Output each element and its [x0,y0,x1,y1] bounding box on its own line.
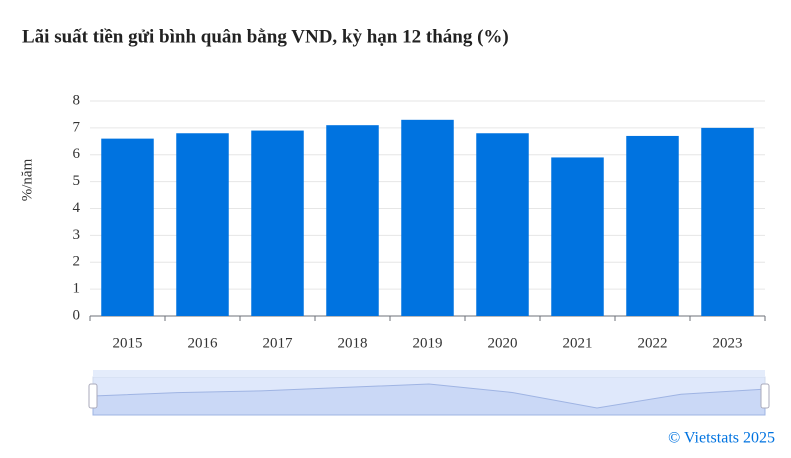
x-tick-label: 2019 [413,335,443,351]
x-tick-label: 2020 [488,335,518,351]
chart-title: Lãi suất tiền gửi bình quân bằng VND, kỳ… [22,26,509,47]
slider-top [93,370,765,377]
bar [176,133,229,316]
bar [476,133,529,316]
x-tick-label: 2017 [263,335,294,351]
y-tick-label: 1 [73,281,81,297]
source: © Vietstats 2025 [668,430,775,447]
y-axis-label: %/năm [19,158,35,201]
y-tick-label: 0 [73,307,81,323]
y-tick-label: 2 [73,254,81,270]
x-tick-label: 2021 [563,335,593,351]
bar [251,130,304,316]
x-tick-label: 2016 [188,335,219,351]
y-tick-label: 4 [73,200,81,216]
y-tick-label: 8 [73,92,81,108]
x-tick-label: 2015 [113,335,143,351]
slider-handle [88,383,98,409]
y-tick-label: 3 [73,227,81,243]
bar [326,125,379,316]
x-tick-label: 2023 [713,335,743,351]
bar [701,127,754,316]
y-tick-label: 7 [73,119,81,135]
y-tick-label: 5 [73,173,81,189]
bar [551,157,604,316]
bar [626,135,679,316]
slider-handle [760,383,770,409]
y-tick-label: 6 [73,146,81,162]
bar [101,138,154,316]
bar [401,119,454,316]
x-tick-label: 2018 [338,335,368,351]
x-tick-label: 2022 [638,335,668,351]
slider-area [92,383,766,416]
